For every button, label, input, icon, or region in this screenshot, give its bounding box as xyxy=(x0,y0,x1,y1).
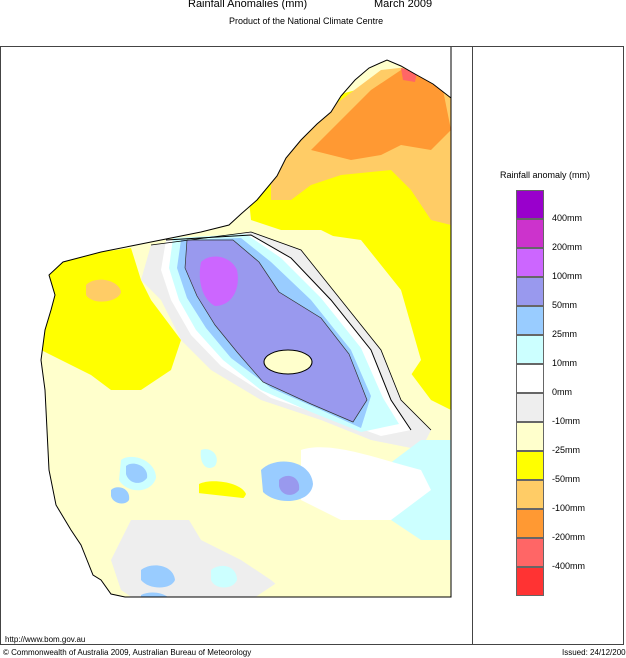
region-0-east xyxy=(301,447,431,520)
legend-swatch xyxy=(516,306,544,335)
region-10-small xyxy=(200,449,217,469)
legend-label: -50mm xyxy=(552,474,581,484)
map-date: March 2009 xyxy=(374,0,433,10)
legend-swatch xyxy=(516,248,544,277)
legend-swatch xyxy=(516,538,544,567)
legend-swatch xyxy=(516,509,544,538)
region-10-sw5 xyxy=(211,565,237,588)
region-minus50-west xyxy=(41,248,181,390)
legend-title: Rainfall anomaly (mm) xyxy=(500,170,591,180)
region-minus25-desert xyxy=(291,230,421,390)
legend-label: 0mm xyxy=(552,387,572,397)
legend-swatch xyxy=(516,567,544,596)
contour-line-minus10 xyxy=(150,231,432,431)
legend-swatch xyxy=(516,277,544,306)
legend-label: 25mm xyxy=(552,329,578,339)
region-minus100-west xyxy=(86,279,121,302)
legend-swatch xyxy=(516,190,544,219)
region-minus200 xyxy=(311,70,451,160)
state-coastline xyxy=(40,47,452,598)
map-title: Rainfall Anomalies (mm) xyxy=(188,0,308,10)
region-25-sw1 xyxy=(126,463,148,483)
legend-swatch xyxy=(516,335,544,364)
copyright-text: © Commonwealth of Australia 2009, Austra… xyxy=(3,648,252,657)
region-dry-pocket xyxy=(263,349,313,375)
legend-swatch xyxy=(516,219,544,248)
legend-swatch xyxy=(516,393,544,422)
region-minus10-south xyxy=(111,520,281,597)
anomaly-fields xyxy=(41,47,451,597)
legend-label: -100mm xyxy=(552,503,586,513)
legend-label: 100mm xyxy=(552,271,583,281)
legend-swatch xyxy=(516,422,544,451)
region-25-sw2 xyxy=(111,487,130,504)
legend-label: 10mm xyxy=(552,358,578,368)
region-minus50-patch xyxy=(341,190,411,218)
legend-label: 50mm xyxy=(552,300,578,310)
contour-line-0 xyxy=(165,234,412,431)
legend-swatch xyxy=(516,480,544,509)
source-url[interactable]: http://www.bom.gov.au xyxy=(5,635,86,644)
issued-date: Issued: 24/12/2009 xyxy=(562,648,626,657)
rainfall-anomaly-map xyxy=(40,47,452,598)
map-frame xyxy=(0,46,624,645)
contour-line-50 xyxy=(184,239,368,423)
legend-label: -200mm xyxy=(552,532,586,542)
map-subtitle: Product of the National Climate Centre xyxy=(229,16,384,26)
legend-divider xyxy=(472,46,473,645)
legend-swatch xyxy=(516,364,544,393)
legend-label: -400mm xyxy=(552,561,586,571)
region-minus25-south xyxy=(171,490,331,597)
region-50-blob xyxy=(279,475,300,495)
legend-label: 200mm xyxy=(552,242,583,252)
legend-label: -25mm xyxy=(552,445,581,455)
legend-label: -10mm xyxy=(552,416,581,426)
region-25-sw3 xyxy=(141,565,175,588)
region-100 xyxy=(199,256,238,306)
legend-label: 400mm xyxy=(552,213,583,223)
legend-swatch xyxy=(516,451,544,480)
